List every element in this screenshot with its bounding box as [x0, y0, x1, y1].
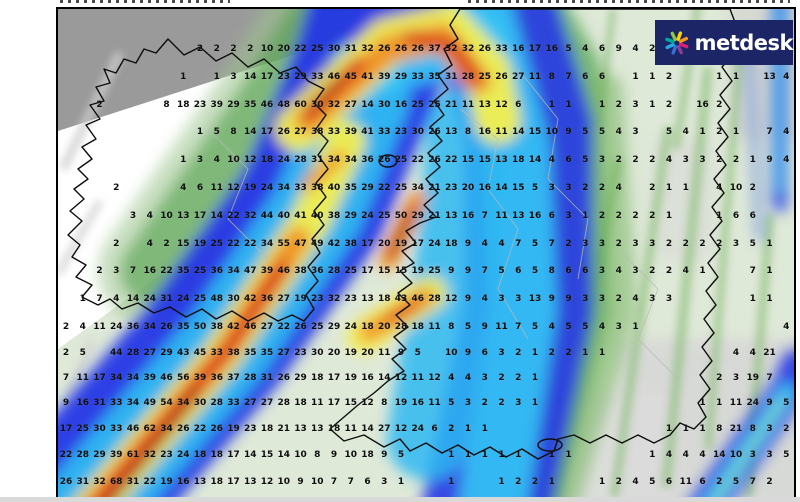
cropped-validtime-text [468, 0, 790, 3]
britain-coastline [329, 9, 737, 460]
map-frame [56, 7, 796, 499]
isle-of-wight [537, 438, 563, 452]
inland-borders [207, 68, 679, 380]
precip-bands [58, 9, 794, 497]
cropped-title-text [60, 0, 230, 3]
metdesk-logo: metdesk [655, 20, 794, 65]
metdesk-petal-icon [665, 30, 689, 55]
bottom-edge-bar [0, 497, 800, 502]
coastlines [67, 9, 737, 460]
precipitation-shading [58, 9, 794, 497]
metdesk-logo-text: metdesk [694, 30, 794, 55]
isle-of-man [378, 154, 398, 168]
ireland-coastline [67, 38, 329, 322]
atlantic-streaks [58, 51, 125, 396]
